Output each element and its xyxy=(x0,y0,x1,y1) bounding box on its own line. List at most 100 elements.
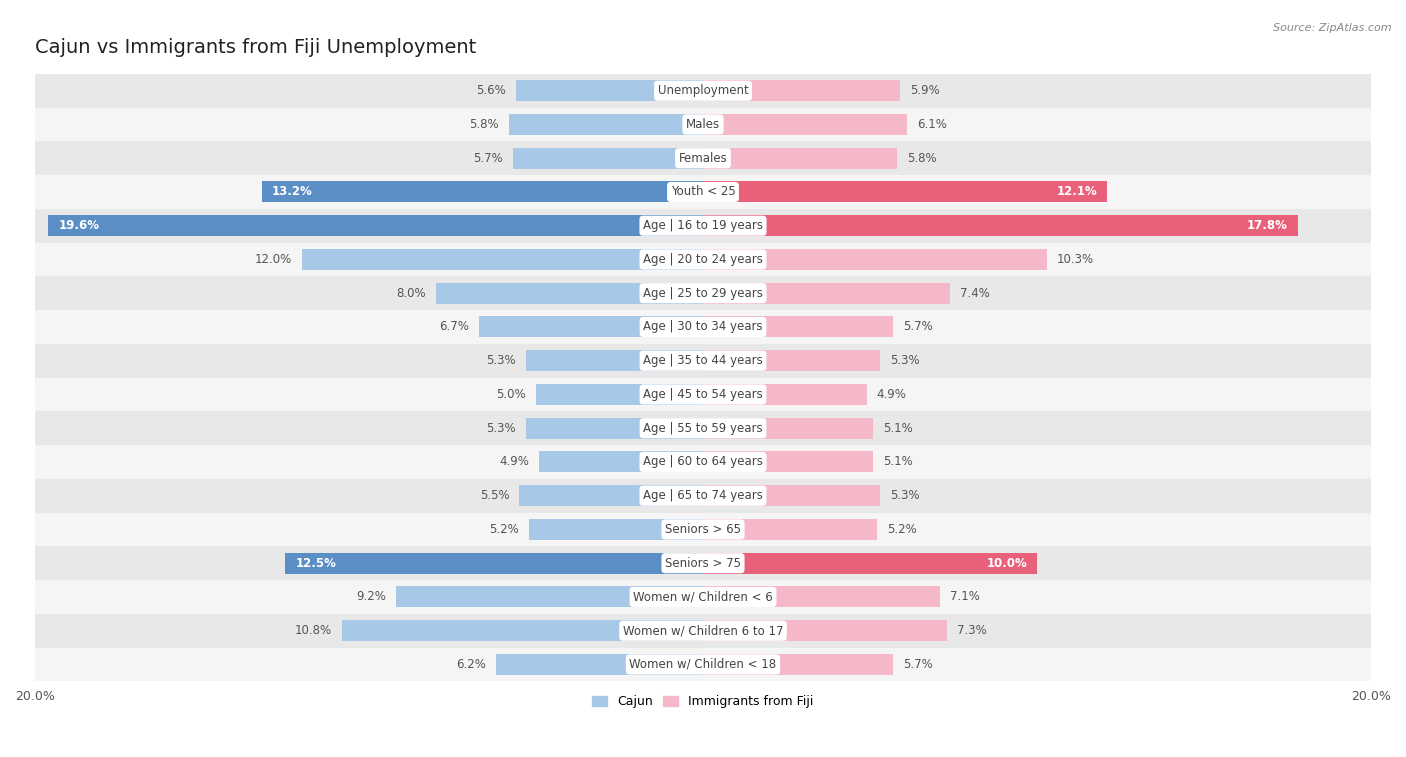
Bar xyxy=(35,647,1371,681)
Text: Females: Females xyxy=(679,151,727,165)
Bar xyxy=(536,384,703,405)
Text: 7.3%: 7.3% xyxy=(957,625,987,637)
Text: 5.7%: 5.7% xyxy=(472,151,502,165)
Bar xyxy=(516,80,703,101)
Bar xyxy=(35,107,1371,142)
Bar xyxy=(703,182,1107,202)
Bar xyxy=(509,114,703,135)
Text: 5.2%: 5.2% xyxy=(489,523,519,536)
Text: Women w/ Children < 6: Women w/ Children < 6 xyxy=(633,590,773,603)
Text: 5.5%: 5.5% xyxy=(479,489,509,502)
Text: Age | 35 to 44 years: Age | 35 to 44 years xyxy=(643,354,763,367)
Text: 13.2%: 13.2% xyxy=(273,185,314,198)
Bar xyxy=(35,209,1371,242)
Text: 5.1%: 5.1% xyxy=(883,456,912,469)
Bar xyxy=(703,485,880,506)
Bar xyxy=(35,344,1371,378)
Bar xyxy=(703,587,941,607)
Bar xyxy=(526,350,703,371)
Text: 4.9%: 4.9% xyxy=(877,388,907,401)
Text: 6.7%: 6.7% xyxy=(439,320,470,333)
Bar xyxy=(35,580,1371,614)
Bar xyxy=(48,215,703,236)
Text: 4.9%: 4.9% xyxy=(499,456,529,469)
Bar xyxy=(285,553,703,574)
Bar xyxy=(703,350,880,371)
Bar xyxy=(35,310,1371,344)
Bar xyxy=(703,148,897,169)
Text: 7.1%: 7.1% xyxy=(950,590,980,603)
Bar xyxy=(703,519,877,540)
Bar xyxy=(35,512,1371,547)
Text: 12.0%: 12.0% xyxy=(254,253,292,266)
Text: 5.3%: 5.3% xyxy=(486,422,516,435)
Bar xyxy=(395,587,703,607)
Bar xyxy=(513,148,703,169)
Text: 12.5%: 12.5% xyxy=(295,556,336,570)
Bar xyxy=(35,74,1371,107)
Text: 5.9%: 5.9% xyxy=(910,84,939,97)
Text: 5.6%: 5.6% xyxy=(477,84,506,97)
Text: Source: ZipAtlas.com: Source: ZipAtlas.com xyxy=(1274,23,1392,33)
Bar xyxy=(35,445,1371,479)
Bar xyxy=(496,654,703,675)
Bar xyxy=(703,553,1038,574)
Bar xyxy=(703,654,893,675)
Text: 17.8%: 17.8% xyxy=(1247,220,1288,232)
Text: 12.1%: 12.1% xyxy=(1056,185,1097,198)
Bar xyxy=(35,175,1371,209)
Text: 5.3%: 5.3% xyxy=(890,489,920,502)
Text: 5.8%: 5.8% xyxy=(907,151,936,165)
Bar xyxy=(703,451,873,472)
Text: Cajun vs Immigrants from Fiji Unemployment: Cajun vs Immigrants from Fiji Unemployme… xyxy=(35,38,477,57)
Text: 5.7%: 5.7% xyxy=(904,320,934,333)
Text: 5.3%: 5.3% xyxy=(486,354,516,367)
Text: 10.8%: 10.8% xyxy=(295,625,332,637)
Bar xyxy=(35,242,1371,276)
Text: Seniors > 75: Seniors > 75 xyxy=(665,556,741,570)
Text: Women w/ Children 6 to 17: Women w/ Children 6 to 17 xyxy=(623,625,783,637)
Bar xyxy=(35,142,1371,175)
Text: Women w/ Children < 18: Women w/ Children < 18 xyxy=(630,658,776,671)
Bar xyxy=(35,378,1371,411)
Bar xyxy=(35,411,1371,445)
Bar xyxy=(703,620,946,641)
Text: Age | 60 to 64 years: Age | 60 to 64 years xyxy=(643,456,763,469)
Bar xyxy=(302,249,703,270)
Bar xyxy=(703,249,1047,270)
Text: Age | 30 to 34 years: Age | 30 to 34 years xyxy=(643,320,763,333)
Text: 7.4%: 7.4% xyxy=(960,287,990,300)
Bar xyxy=(703,114,907,135)
Text: 5.0%: 5.0% xyxy=(496,388,526,401)
Bar xyxy=(436,283,703,304)
Text: Age | 55 to 59 years: Age | 55 to 59 years xyxy=(643,422,763,435)
Text: Age | 16 to 19 years: Age | 16 to 19 years xyxy=(643,220,763,232)
Text: Age | 45 to 54 years: Age | 45 to 54 years xyxy=(643,388,763,401)
Text: Age | 20 to 24 years: Age | 20 to 24 years xyxy=(643,253,763,266)
Bar xyxy=(262,182,703,202)
Text: 8.0%: 8.0% xyxy=(396,287,426,300)
Bar xyxy=(703,80,900,101)
Bar xyxy=(342,620,703,641)
Bar xyxy=(703,418,873,438)
Text: 5.2%: 5.2% xyxy=(887,523,917,536)
Text: 5.7%: 5.7% xyxy=(904,658,934,671)
Bar xyxy=(703,316,893,338)
Bar xyxy=(35,547,1371,580)
Text: 19.6%: 19.6% xyxy=(58,220,100,232)
Text: 5.1%: 5.1% xyxy=(883,422,912,435)
Text: 10.0%: 10.0% xyxy=(986,556,1026,570)
Bar xyxy=(526,418,703,438)
Text: Males: Males xyxy=(686,118,720,131)
Bar xyxy=(35,614,1371,647)
Bar xyxy=(703,283,950,304)
Text: Unemployment: Unemployment xyxy=(658,84,748,97)
Bar xyxy=(35,479,1371,512)
Text: 5.3%: 5.3% xyxy=(890,354,920,367)
Bar xyxy=(703,384,866,405)
Legend: Cajun, Immigrants from Fiji: Cajun, Immigrants from Fiji xyxy=(588,690,818,713)
Bar xyxy=(703,215,1298,236)
Text: Age | 65 to 74 years: Age | 65 to 74 years xyxy=(643,489,763,502)
Text: Seniors > 65: Seniors > 65 xyxy=(665,523,741,536)
Bar xyxy=(479,316,703,338)
